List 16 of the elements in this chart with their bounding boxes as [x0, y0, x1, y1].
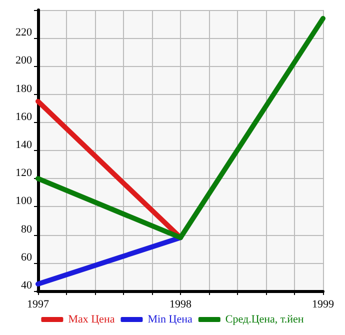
x-tick-label: 1997: [27, 298, 50, 310]
legend-label: Сред.Цена, т.йен: [225, 314, 304, 326]
legend-label: Max Цена: [68, 314, 115, 326]
x-tick-label: 1999: [312, 298, 334, 310]
y-tick-label: 160: [16, 110, 32, 123]
y-tick-label: 60: [21, 251, 32, 264]
y-tick-label: 140: [16, 139, 32, 151]
legend-label: Min Цена: [148, 314, 193, 326]
y-tick-label: 220: [16, 26, 32, 39]
y-tick-label: 100: [16, 195, 32, 208]
y-tick-label: 180: [16, 82, 32, 95]
x-tick-label: 1998: [170, 298, 192, 310]
y-tick-label: 80: [21, 223, 32, 236]
y-tick-label: 200: [16, 54, 32, 67]
y-tick-label: 120: [16, 167, 32, 180]
y-tick-label: 40: [21, 280, 32, 292]
